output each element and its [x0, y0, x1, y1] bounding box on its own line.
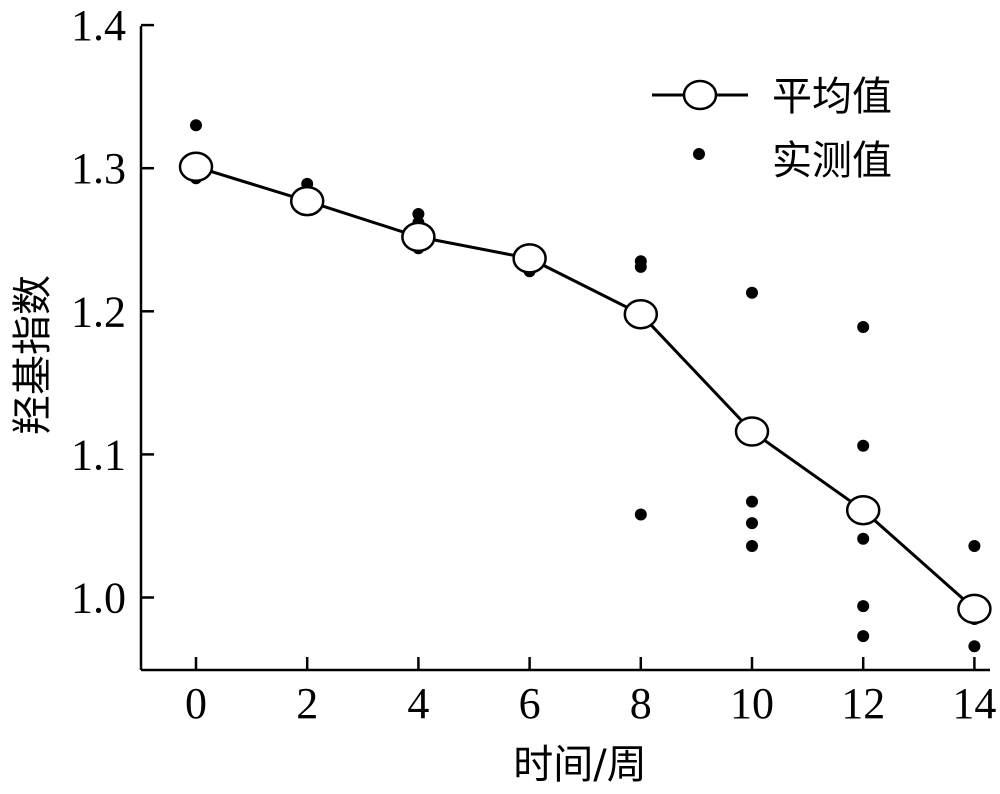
mean-series-line — [195, 165, 976, 611]
measured-point — [857, 630, 870, 643]
mean-point — [289, 185, 325, 217]
measured-point — [746, 540, 758, 552]
measured-point — [746, 495, 758, 508]
legend-item-measured: 实测值 — [693, 138, 892, 184]
legend-measured-dot-icon — [693, 148, 705, 160]
measured-point — [746, 286, 758, 299]
measured-point — [857, 321, 870, 333]
x-tick-label: 0 — [185, 679, 207, 728]
measured-point — [190, 119, 202, 132]
measured-point — [857, 532, 870, 545]
x-axis-title: 时间/周 — [513, 742, 646, 788]
x-tick-label: 14 — [952, 679, 996, 728]
measured-point — [412, 208, 425, 220]
y-tick-label: 1.1 — [71, 430, 126, 479]
x-tick-label: 6 — [519, 679, 541, 728]
x-ticks: 0 2 4 6 8 10 12 14 — [185, 657, 996, 728]
legend-item-mean: 平均值 — [652, 74, 892, 120]
measured-point — [857, 439, 870, 452]
y-ticks: 1.0 1.1 1.2 1.3 1.4 — [71, 1, 154, 623]
plot-area — [178, 119, 992, 653]
mean-point — [845, 494, 881, 526]
mean-point — [957, 593, 992, 625]
mean-point — [623, 298, 659, 330]
x-tick-label: 2 — [296, 679, 318, 728]
mean-point — [734, 416, 770, 447]
legend-measured-label: 实测值 — [772, 138, 892, 184]
y-tick-label: 1.2 — [71, 287, 126, 336]
x-tick-label: 12 — [841, 679, 885, 728]
measured-point — [968, 540, 981, 552]
mean-point — [512, 243, 547, 274]
mean-point — [178, 151, 214, 183]
legend-mean-circle-icon — [682, 79, 718, 111]
mean-point — [401, 221, 436, 253]
legend-mean-label: 平均值 — [772, 74, 892, 120]
measured-point — [746, 517, 758, 530]
measured-point — [634, 260, 647, 273]
y-tick-label: 1.0 — [71, 574, 126, 623]
x-tick-label: 10 — [730, 679, 774, 728]
x-tick-label: 8 — [630, 679, 652, 728]
measured-point — [857, 600, 870, 613]
y-tick-label: 1.3 — [71, 144, 126, 193]
x-tick-label: 4 — [407, 679, 429, 728]
y-tick-label: 1.4 — [71, 1, 126, 50]
y-axis-title: 羟基指数 — [10, 275, 56, 435]
measured-point — [634, 508, 647, 521]
measured-point — [968, 640, 981, 653]
legend: 平均值 实测值 — [652, 74, 892, 184]
